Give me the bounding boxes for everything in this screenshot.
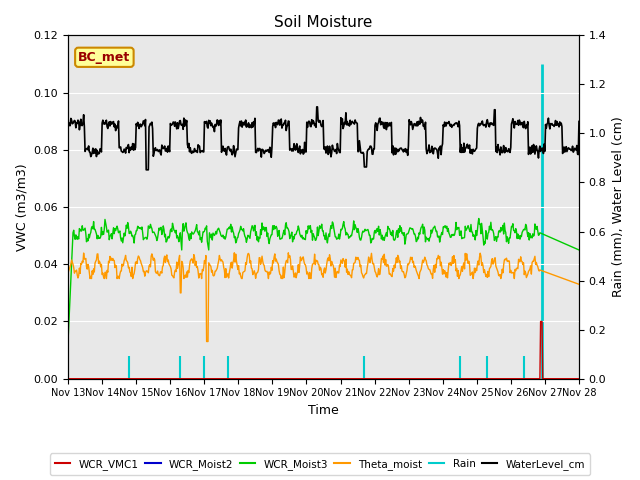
Title: Soil Moisture: Soil Moisture: [275, 15, 372, 30]
Legend: WCR_VMC1, WCR_Moist2, WCR_Moist3, Theta_moist, Rain, WaterLevel_cm: WCR_VMC1, WCR_Moist2, WCR_Moist3, Theta_…: [49, 454, 591, 475]
Y-axis label: VWC (m3/m3): VWC (m3/m3): [15, 163, 28, 251]
Y-axis label: Rain (mm), Water Level (cm): Rain (mm), Water Level (cm): [612, 117, 625, 298]
X-axis label: Time: Time: [308, 404, 339, 417]
Text: BC_met: BC_met: [78, 51, 131, 64]
